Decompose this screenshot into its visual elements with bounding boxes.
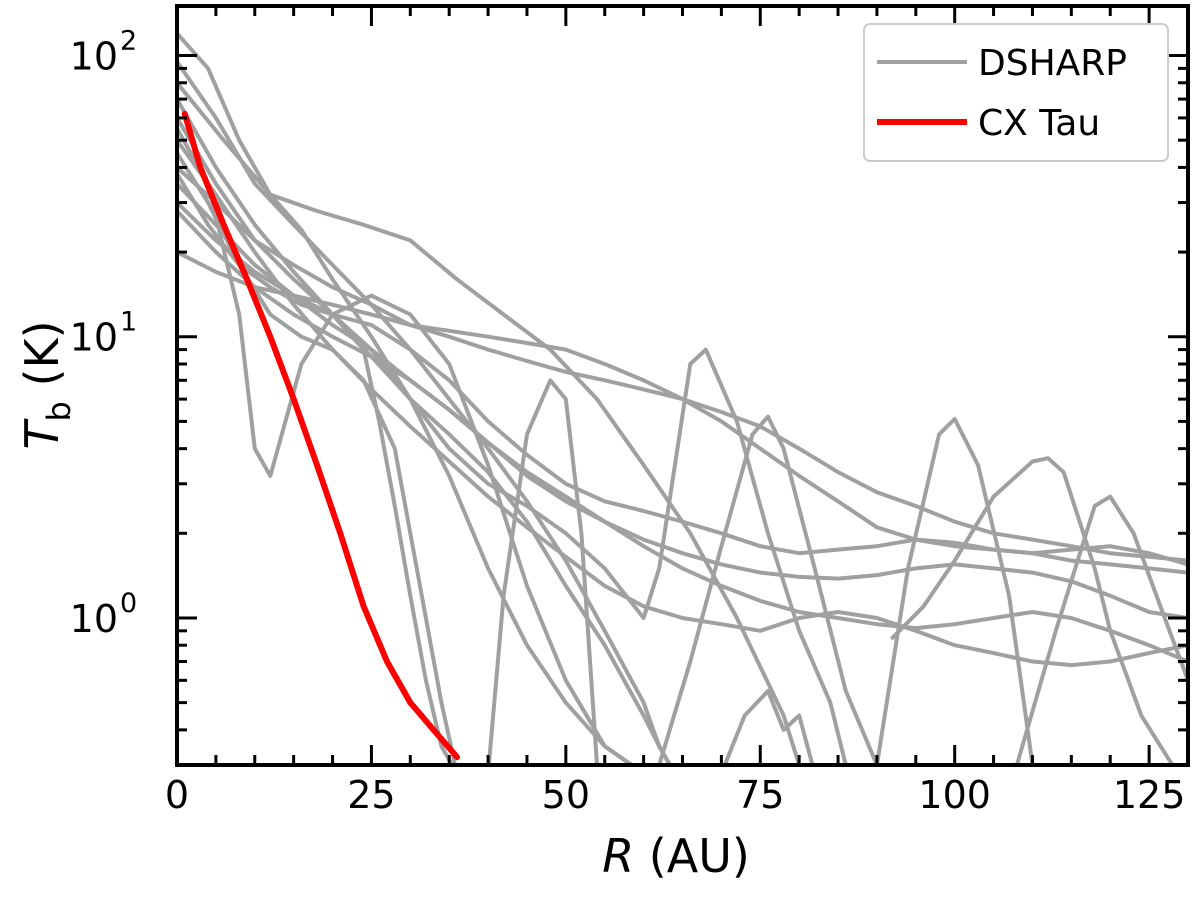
x-tick-label: 100 <box>918 773 991 817</box>
x-tick-labels: 0 25 50 75 100 125 <box>165 773 1185 817</box>
y-axis-title: Tb (K) <box>15 320 78 449</box>
x-tick-label: 75 <box>736 773 784 817</box>
series-line-dsharp-19 <box>486 378 599 765</box>
series-line-dsharp-2 <box>177 59 673 765</box>
y-tick-label-exponent: 2 <box>120 26 137 57</box>
series-line-dsharp-17 <box>890 456 1177 765</box>
legend: DSHARP CX Tau <box>863 23 1169 162</box>
x-tick-label: 50 <box>542 773 590 817</box>
series-line-dsharp-18 <box>1014 494 1188 765</box>
series-line-dsharp-13 <box>177 115 848 765</box>
x-tick-label: 125 <box>1113 773 1186 817</box>
y-tick-label-exponent: 0 <box>120 588 137 619</box>
x-tick-label: 25 <box>347 773 395 817</box>
y-tick-label: 10 <box>70 316 118 360</box>
series-line-cx-tau <box>181 110 460 761</box>
y-tick-label-exponent: 1 <box>120 307 137 338</box>
legend-label-dsharp: DSHARP <box>978 43 1127 84</box>
series-line-dsharp-10 <box>177 181 1188 620</box>
series-line-dsharp-14 <box>177 97 673 765</box>
plot-frame <box>175 4 1190 767</box>
x-tick-label: 0 <box>165 773 189 817</box>
series-line-dsharp-1 <box>177 31 636 765</box>
y-tick-label: 10 <box>70 35 118 79</box>
series-line-dsharp-20 <box>722 689 815 765</box>
legend-box <box>863 23 1169 162</box>
series-line-dsharp-9 <box>177 200 1188 575</box>
series-line-dsharp-3 <box>177 80 802 765</box>
series-line-dsharp-15 <box>657 414 879 765</box>
series-line-dsharp-6 <box>177 126 636 765</box>
series-line-dsharp-16 <box>874 417 1035 765</box>
x-axis-title: R (AU) <box>602 829 750 883</box>
series-layer <box>177 31 1188 765</box>
y-tick-label: 10 <box>70 597 118 641</box>
series-line-dsharp-11 <box>177 209 1188 664</box>
legend-label-cxtau: CX Tau <box>978 103 1100 144</box>
